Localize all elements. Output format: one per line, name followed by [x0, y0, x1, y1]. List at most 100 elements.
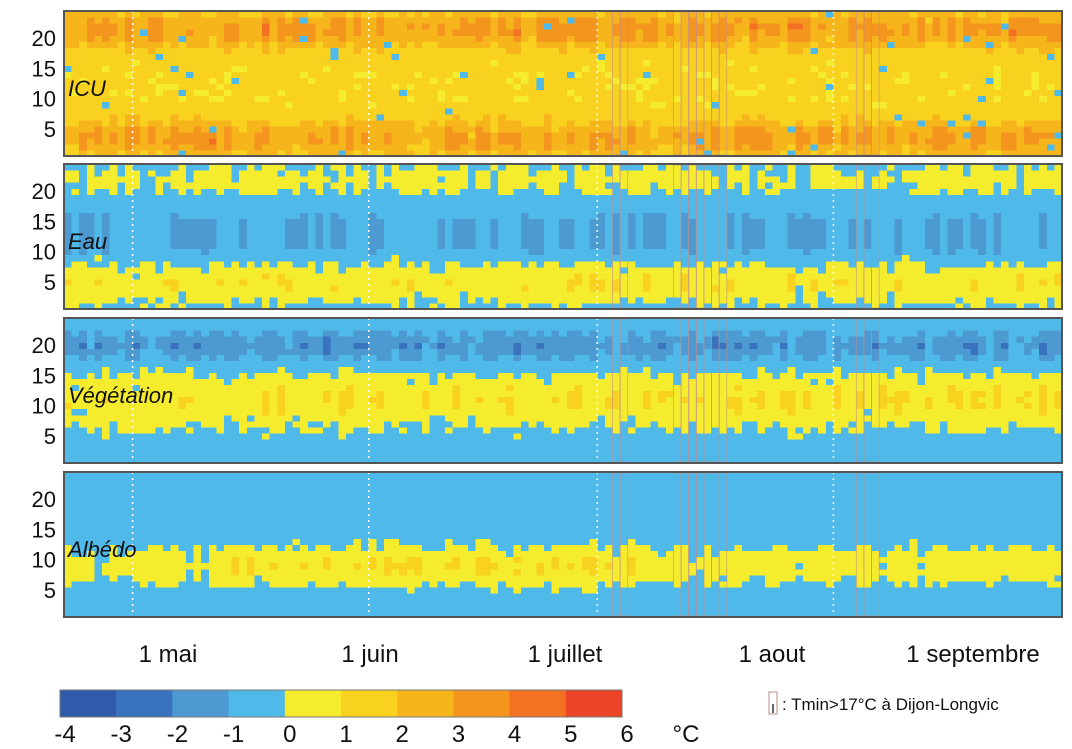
- heatmap-cell: [361, 107, 370, 115]
- heatmap-cell: [292, 77, 301, 85]
- heatmap-cell: [79, 83, 88, 91]
- heatmap-cell: [513, 206, 522, 213]
- heatmap-cell: [223, 248, 233, 256]
- heatmap-cell: [284, 284, 294, 292]
- heatmap-cell: [208, 95, 217, 103]
- heatmap-cell: [1046, 47, 1055, 54]
- heatmap-cell: [1031, 77, 1040, 85]
- heatmap-cell: [223, 200, 233, 207]
- heatmap-cell: [582, 71, 591, 79]
- heatmap-cell: [703, 83, 713, 91]
- heatmap-cell: [1039, 53, 1048, 60]
- heatmap-cell: [399, 212, 408, 219]
- heatmap-cell: [269, 272, 278, 280]
- heatmap-cell: [460, 212, 469, 219]
- heatmap-cell: [323, 143, 332, 151]
- heatmap-cell: [612, 182, 621, 189]
- heatmap-cell: [543, 101, 553, 109]
- heatmap-cell: [262, 182, 271, 189]
- heatmap-cell: [71, 23, 80, 30]
- heatmap-cell: [483, 236, 492, 244]
- heatmap-cell: [239, 200, 248, 207]
- heatmap-cell: [597, 272, 606, 280]
- heatmap-cell: [64, 206, 73, 213]
- heatmap-cell: [170, 254, 179, 262]
- heatmap-cell: [117, 224, 126, 232]
- heatmap-cell: [902, 11, 911, 18]
- heatmap-cell: [879, 23, 888, 30]
- heatmap-cell: [178, 53, 187, 60]
- heatmap-cell: [871, 41, 880, 48]
- heatmap-cell: [117, 17, 126, 24]
- heatmap-cell: [635, 119, 644, 127]
- heatmap-cell: [825, 17, 835, 24]
- heatmap-cell: [437, 170, 446, 177]
- heatmap-cell: [307, 53, 317, 60]
- heatmap-cell: [559, 284, 568, 292]
- heatmap-cell: [962, 125, 972, 133]
- heatmap-cell: [681, 143, 690, 151]
- heatmap-cell: [406, 47, 416, 54]
- heatmap-cell: [978, 41, 987, 48]
- heatmap-cell: [86, 47, 96, 54]
- heatmap-cell: [239, 164, 248, 171]
- heatmap-cell: [231, 248, 240, 256]
- heatmap-cell: [612, 137, 621, 145]
- heatmap-cell: [315, 107, 324, 115]
- heatmap-cell: [620, 170, 629, 177]
- heatmap-cell: [292, 137, 301, 145]
- heatmap-cell: [170, 212, 179, 219]
- heatmap-cell: [582, 137, 591, 145]
- heatmap-cell: [239, 206, 248, 213]
- heatmap-cell: [658, 131, 667, 139]
- heatmap-cell: [284, 47, 294, 54]
- heatmap-cell: [612, 35, 621, 42]
- heatmap-cell: [239, 260, 248, 268]
- heatmap-cell: [437, 236, 446, 244]
- heatmap-cell: [955, 107, 964, 115]
- heatmap-cell: [513, 113, 522, 121]
- heatmap-cell: [627, 35, 636, 42]
- heatmap-cell: [300, 23, 309, 30]
- heatmap-cell: [574, 230, 583, 238]
- heatmap-cell: [353, 242, 362, 250]
- heatmap-cell: [665, 107, 675, 115]
- heatmap-cell: [132, 41, 141, 48]
- heatmap-cell: [490, 164, 499, 171]
- heatmap-cell: [353, 101, 362, 109]
- heatmap-cell: [86, 188, 96, 195]
- heatmap-cell: [597, 137, 606, 145]
- heatmap-cell: [361, 77, 370, 85]
- y-tick-label: 5: [44, 117, 56, 142]
- heatmap-cell: [368, 254, 377, 262]
- heatmap-cell: [178, 272, 187, 280]
- heatmap-cell: [132, 272, 141, 280]
- heatmap-cell: [185, 59, 195, 66]
- heatmap-cell: [140, 236, 149, 244]
- heatmap-cell: [559, 272, 568, 280]
- heatmap-cell: [376, 278, 385, 286]
- heatmap-cell: [429, 41, 438, 48]
- heatmap-cell: [79, 242, 88, 250]
- heatmap-cell: [1016, 77, 1025, 85]
- heatmap-cell: [399, 89, 408, 97]
- heatmap-cell: [163, 236, 172, 244]
- heatmap-cell: [383, 59, 393, 66]
- heatmap-cell: [216, 119, 225, 127]
- heatmap-cell: [513, 290, 522, 298]
- heatmap-cell: [414, 218, 423, 226]
- heatmap-cell: [300, 170, 309, 177]
- heatmap-cell: [231, 101, 240, 109]
- heatmap-cell: [94, 29, 103, 36]
- heatmap-cell: [490, 170, 499, 177]
- heatmap-cell: [185, 302, 195, 310]
- heatmap-cell: [582, 224, 591, 232]
- heatmap-cell: [429, 296, 438, 304]
- heatmap-cell: [947, 59, 956, 66]
- heatmap-cell: [909, 71, 918, 79]
- heatmap-cell: [368, 164, 377, 171]
- heatmap-cell: [795, 59, 804, 66]
- heatmap-cell: [879, 149, 888, 157]
- heatmap-cell: [566, 182, 576, 189]
- heatmap-cell: [917, 119, 926, 127]
